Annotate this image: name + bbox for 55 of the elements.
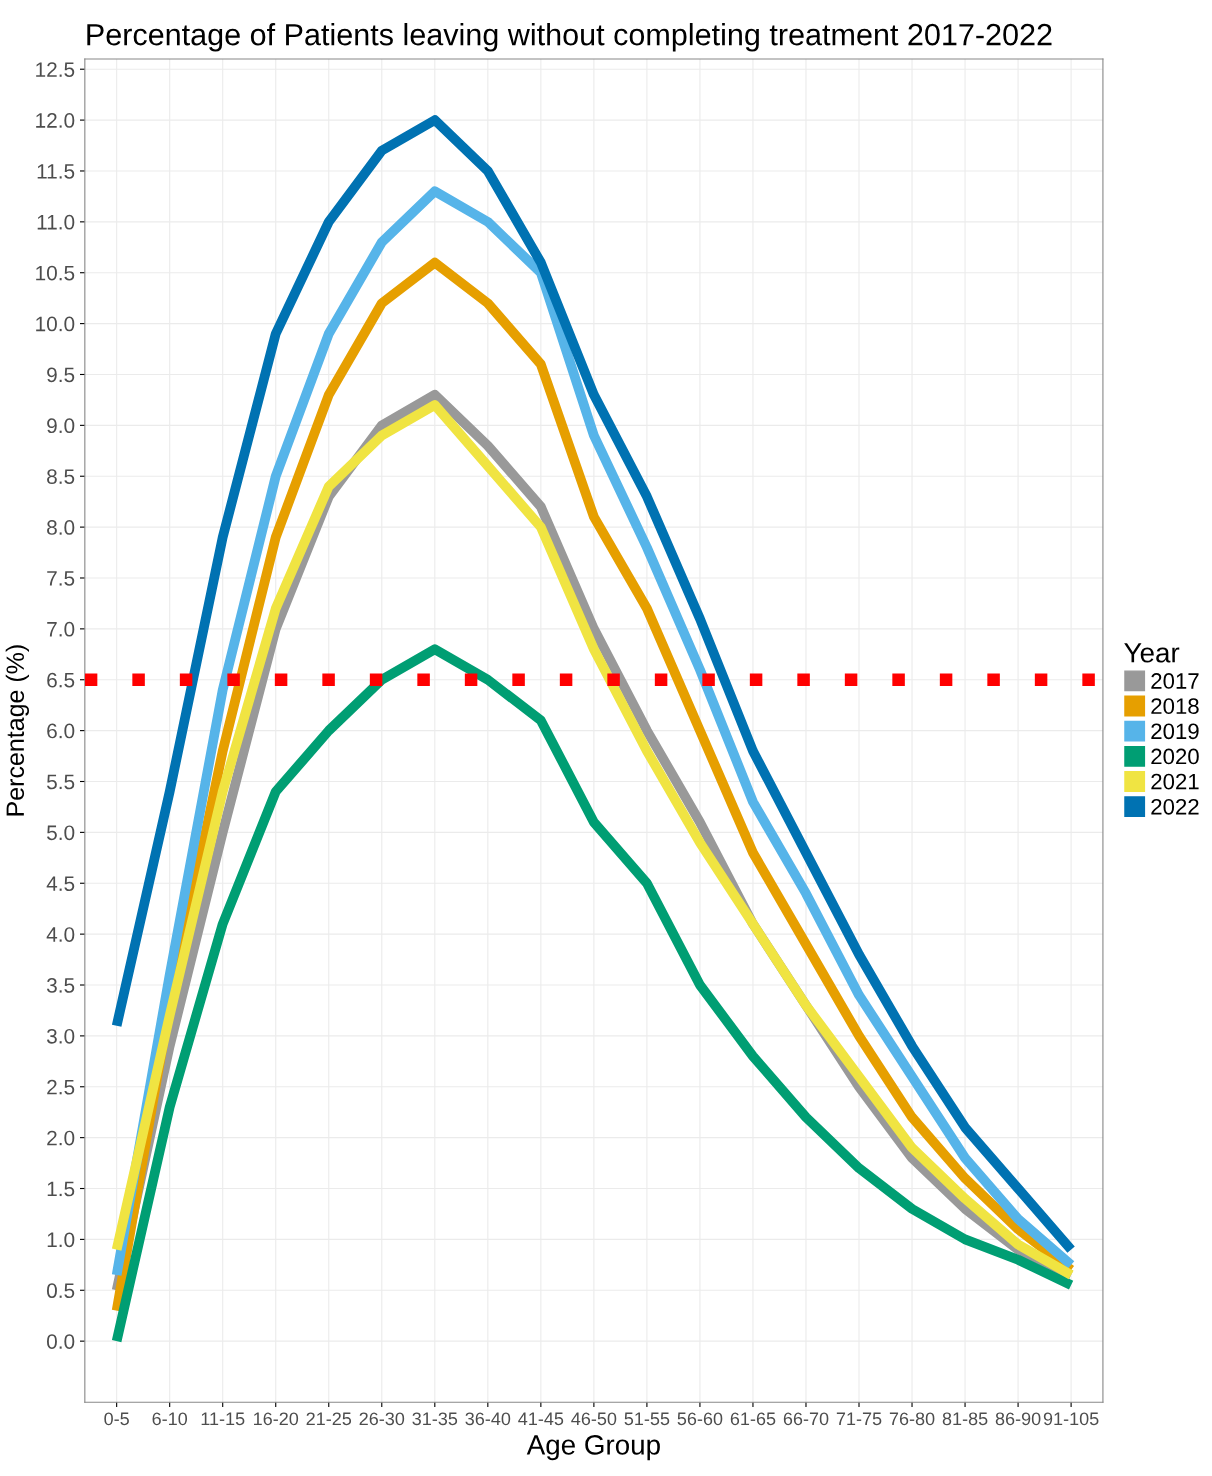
y-tick-label: 11.5 — [37, 164, 75, 179]
x-tick-label: 26-30 — [359, 1412, 405, 1426]
x-tick-label: 36-40 — [465, 1412, 511, 1426]
legend-label: 2020 — [1151, 748, 1199, 765]
y-tick-label: 8.5 — [47, 469, 75, 484]
y-tick-label: 0.5 — [46, 1283, 75, 1299]
legend-label: 2022 — [1151, 798, 1199, 815]
x-tick-label: 86-90 — [995, 1412, 1041, 1426]
y-tick-label: 4.5 — [46, 876, 75, 892]
y-tick-label: 6.0 — [47, 723, 75, 739]
x-tick-label: 21-25 — [306, 1412, 352, 1426]
y-tick-label: 1.0 — [47, 1232, 75, 1248]
legend-label: 2021 — [1151, 773, 1199, 790]
y-tick-label: 4.0 — [46, 927, 75, 942]
x-tick-label: 51-55 — [624, 1412, 670, 1426]
x-tick-label: 6-10 — [152, 1412, 188, 1426]
x-tick-label: 61-65 — [730, 1412, 776, 1426]
y-tick-label: 5.0 — [46, 825, 75, 841]
y-tick-label: 1.5 — [47, 1181, 75, 1197]
y-tick-label: 7.0 — [47, 621, 75, 637]
chart-title: Percentage of Patients leaving without completing treatment 2017-2022 — [87, 23, 1052, 52]
y-tick-label: 10.0 — [36, 316, 75, 332]
y-tick-label: 3.0 — [46, 1028, 75, 1044]
y-tick-label: 9.0 — [47, 418, 75, 434]
x-tick-label: 81-85 — [942, 1412, 988, 1426]
legend-label: 2017 — [1151, 673, 1199, 689]
y-tick-label: 2.5 — [47, 1079, 75, 1095]
y-axis-title: Percentage (%) — [5, 645, 30, 816]
legend-title: Year — [1124, 643, 1180, 663]
legend-label: 2018 — [1151, 698, 1199, 715]
x-tick-label: 76-80 — [889, 1412, 935, 1426]
y-tick-label: 5.5 — [46, 774, 75, 790]
x-axis-title: Age Group — [526, 1435, 660, 1461]
y-tick-label: 12.5 — [36, 62, 75, 77]
x-tick-label: 56-60 — [677, 1412, 723, 1426]
y-tick-label: 8.0 — [47, 520, 75, 535]
x-tick-label: 16-20 — [254, 1412, 299, 1426]
y-tick-label: 7.5 — [47, 571, 75, 586]
y-tick-label: 10.5 — [36, 265, 75, 281]
legend-label: 2019 — [1151, 723, 1199, 740]
x-tick-label: 91-105 — [1043, 1412, 1099, 1426]
x-tick-label: 11-15 — [201, 1412, 245, 1426]
x-tick-label: 0-5 — [104, 1412, 129, 1426]
y-tick-label: 3.5 — [46, 978, 75, 993]
y-tick-label: 11.0 — [37, 214, 75, 230]
x-tick-label: 71-75 — [836, 1412, 882, 1426]
y-tick-label: 6.5 — [47, 672, 75, 688]
y-tick-label: 9.5 — [47, 367, 75, 383]
x-tick-label: 31-35 — [412, 1412, 458, 1426]
y-tick-label: 2.0 — [47, 1130, 75, 1146]
x-tick-label: 41-45 — [518, 1412, 564, 1426]
y-tick-label: 0.0 — [46, 1334, 75, 1349]
x-tick-label: 66-70 — [783, 1412, 829, 1426]
y-tick-label: 12.0 — [36, 113, 75, 128]
x-tick-label: 46-50 — [571, 1412, 617, 1426]
